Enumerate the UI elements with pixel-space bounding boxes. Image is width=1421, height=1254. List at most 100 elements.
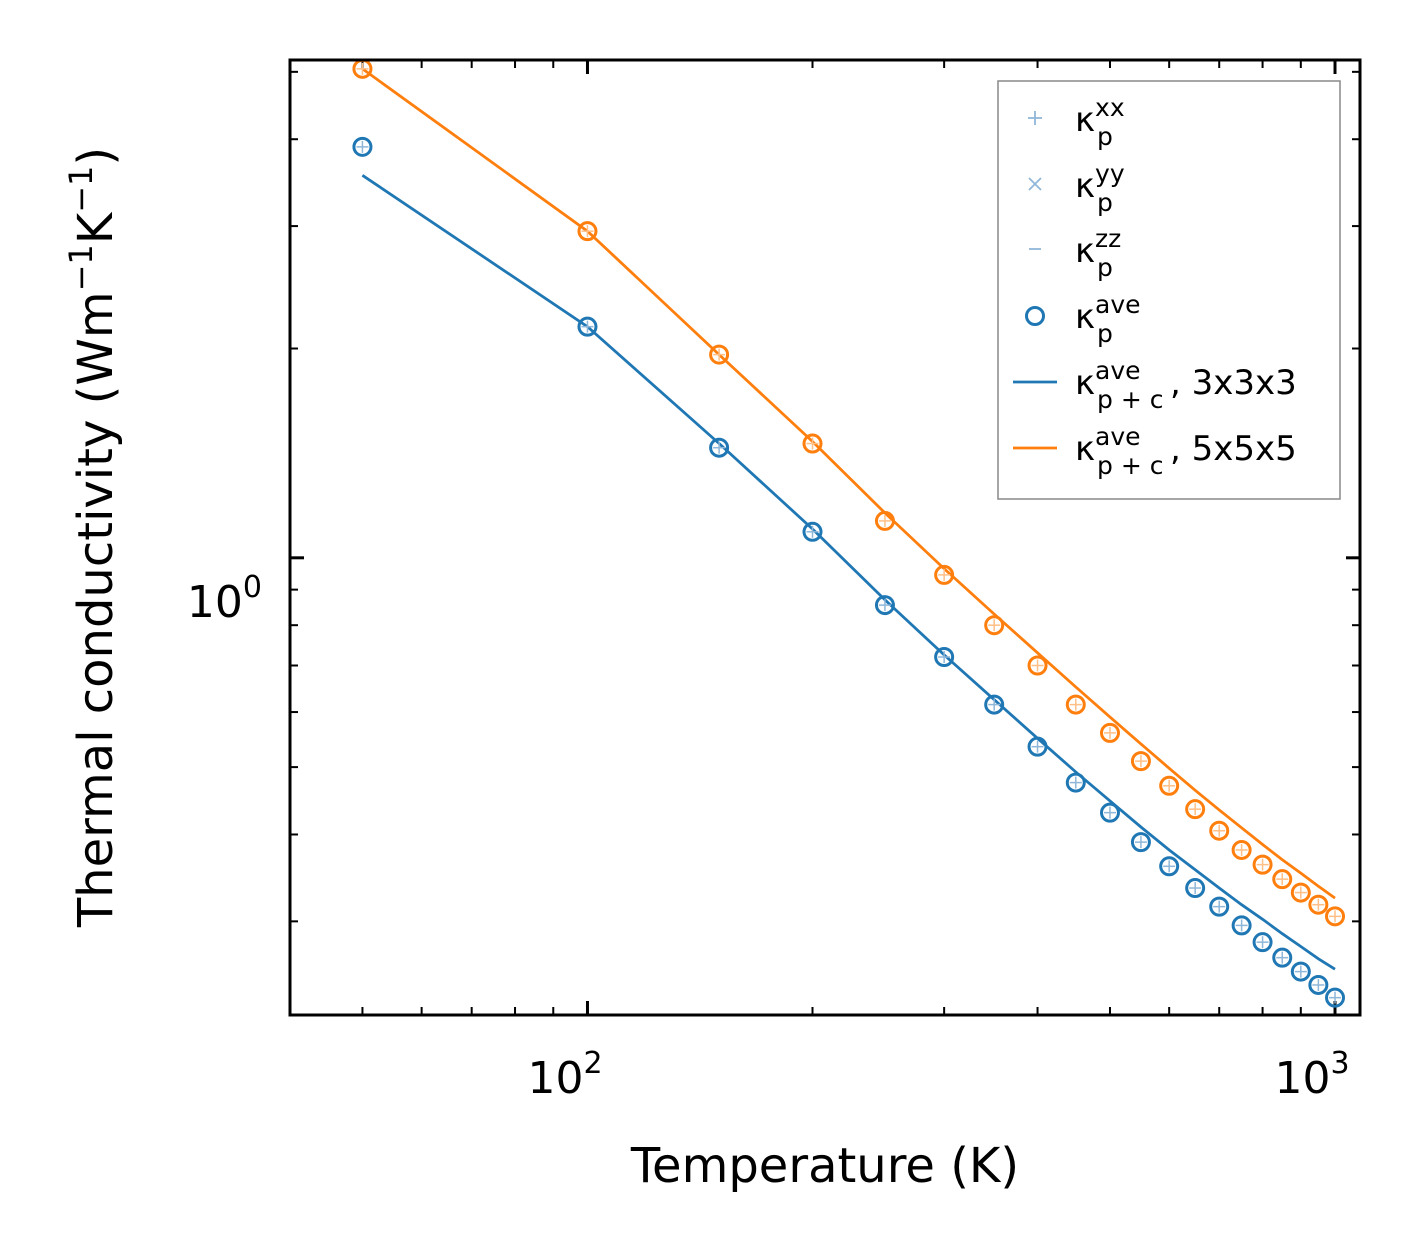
kave-marker [1290,961,1311,982]
legend-label-kyy: κyy p [1075,159,1125,217]
legend-label-3x3x3: κave p + c, 3x3x3 [1075,356,1297,414]
data-point [709,344,730,365]
data-point [874,595,895,616]
legend-3x3x3-sub: p + c [1097,385,1163,414]
legend-cross-icon [1028,177,1042,191]
data-point [1308,894,1329,915]
legend-kave-sub: p [1097,319,1113,348]
legend-label-kzz: κzz p [1075,224,1121,282]
kave-marker [874,595,895,616]
x-tick-1000-exp: 3 [1330,1046,1349,1081]
kave-marker [1231,839,1252,860]
major-ticks [290,60,1360,1015]
y-tick-label-1: 100 [187,570,262,628]
legend-kave-symbol: κ [1075,297,1095,337]
kave-marker [352,136,373,157]
kave-marker [1159,856,1180,877]
kave-marker [1027,655,1048,676]
x-tick-100-exp: 2 [583,1046,602,1081]
kave-marker [1065,772,1086,793]
legend-label-5x5x5: κave p + c, 5x5x5 [1075,422,1297,480]
kave-marker [1185,878,1206,899]
data-point [1272,869,1293,890]
data-point [984,694,1005,715]
data-point [802,433,823,454]
data-point [1252,854,1273,875]
kave-marker [1209,820,1230,841]
kave-marker [874,510,895,531]
data-point [352,136,373,157]
legend-kzz-sup: zz [1095,224,1121,253]
data-point [1209,896,1230,917]
data-point [1252,932,1273,953]
data-point [802,521,823,542]
fit-lines [361,67,1336,971]
data-point [1159,775,1180,796]
kave-marker [1209,896,1230,917]
plot-frame [288,58,1362,1017]
kave-marker [1308,894,1329,915]
data-point [1325,987,1346,1008]
kave-marker [1272,947,1293,968]
data-point [934,564,955,585]
legend-markers [1013,111,1057,450]
y-label-exp1: −1 [62,244,100,291]
data-point [1231,839,1252,860]
data-point [1185,799,1206,820]
fit-line-3x3x3 [361,174,1336,971]
data-point [1065,694,1086,715]
legend-kzz-symbol: κ [1075,231,1095,271]
kave-marker [934,564,955,585]
kave-marker [1099,722,1120,743]
kave-marker [1252,932,1273,953]
x-tick-label-1000: 103 [1274,1046,1349,1104]
data-point [577,221,598,242]
kave-marker [1252,854,1273,875]
data-point [1130,751,1151,772]
legend-kxx-sup: xx [1095,93,1125,122]
data-points [352,58,1346,1008]
y-label-exp2: −1 [62,166,100,213]
kave-marker [1231,915,1252,936]
legend-kzz-sub: p [1097,253,1113,282]
kave-marker [1290,882,1311,903]
y-label-end: ) [68,147,124,166]
data-point [352,58,373,79]
legend-3x3x3-suffix: , 3x3x3 [1170,363,1297,403]
data-point [1027,655,1048,676]
data-point [1231,915,1252,936]
kave-marker [802,521,823,542]
legend-3x3x3-symbol: κ [1075,363,1095,403]
legend-label-kxx: κxx p [1075,93,1125,151]
legend-5x5x5-sub: p + c [1097,451,1163,480]
legend-5x5x5-symbol: κ [1075,429,1095,469]
kave-marker [709,344,730,365]
data-point [1159,856,1180,877]
data-point [577,316,598,337]
data-point [1130,832,1151,853]
x-tick-1000-base: 10 [1274,1053,1330,1104]
legend-box [997,80,1341,500]
y-label-base: Thermal conductivity (Wm [68,291,124,928]
kave-marker [577,316,598,337]
x-axis-label: Temperature (K) [630,1138,1019,1194]
kave-marker [1027,736,1048,757]
data-point [1027,736,1048,757]
kave-marker [1272,869,1293,890]
legend-circle-icon [1025,306,1045,326]
kave-marker [1099,802,1120,823]
kave-marker [1130,751,1151,772]
y-tick-1-base: 10 [187,577,243,628]
data-point [934,647,955,668]
legend-kyy-symbol: κ [1075,166,1095,206]
data-point [1290,882,1311,903]
legend-kxx-symbol: κ [1075,100,1095,140]
legend-3x3x3-sup: ave [1095,356,1141,385]
data-point [1099,722,1120,743]
data-point [874,510,895,531]
data-point [709,437,730,458]
kave-marker [1325,987,1346,1008]
kave-marker [1308,974,1329,995]
legend-label-kave: κave p [1075,290,1141,348]
data-point [1290,961,1311,982]
